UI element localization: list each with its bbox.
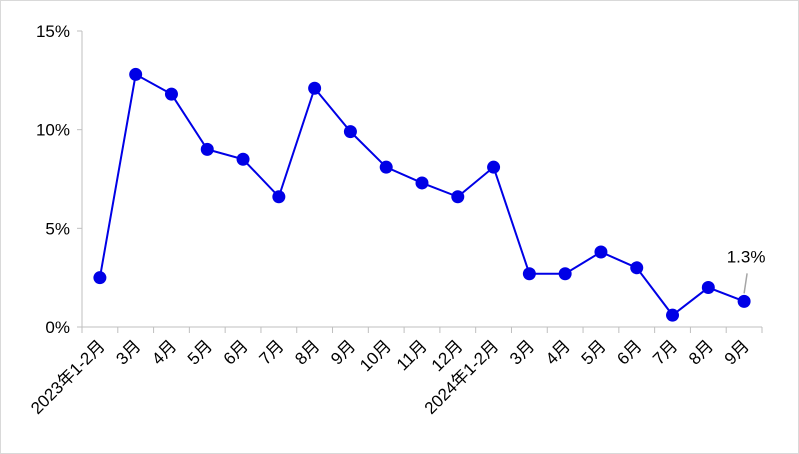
data-point xyxy=(701,281,715,295)
data-point xyxy=(343,125,357,139)
label-leader xyxy=(743,273,748,294)
data-label: 1.3% xyxy=(727,247,766,266)
data-point xyxy=(272,190,286,204)
y-tick-label: 0% xyxy=(45,318,70,337)
y-tick-label: 10% xyxy=(36,121,70,140)
data-point xyxy=(379,160,393,174)
data-point xyxy=(164,87,178,101)
data-point xyxy=(594,245,608,259)
data-point xyxy=(558,267,572,281)
data-point xyxy=(487,160,501,174)
data-point xyxy=(737,294,751,308)
y-tick-label: 5% xyxy=(45,219,70,238)
data-point xyxy=(236,152,250,166)
data-point xyxy=(630,261,644,275)
y-tick-label: 15% xyxy=(36,22,70,41)
data-point xyxy=(451,190,465,204)
data-point xyxy=(93,271,107,285)
data-point xyxy=(129,67,143,81)
data-point xyxy=(200,142,214,156)
data-point xyxy=(415,176,429,190)
data-point xyxy=(666,308,680,322)
data-point xyxy=(522,267,536,281)
data-point xyxy=(308,81,322,95)
